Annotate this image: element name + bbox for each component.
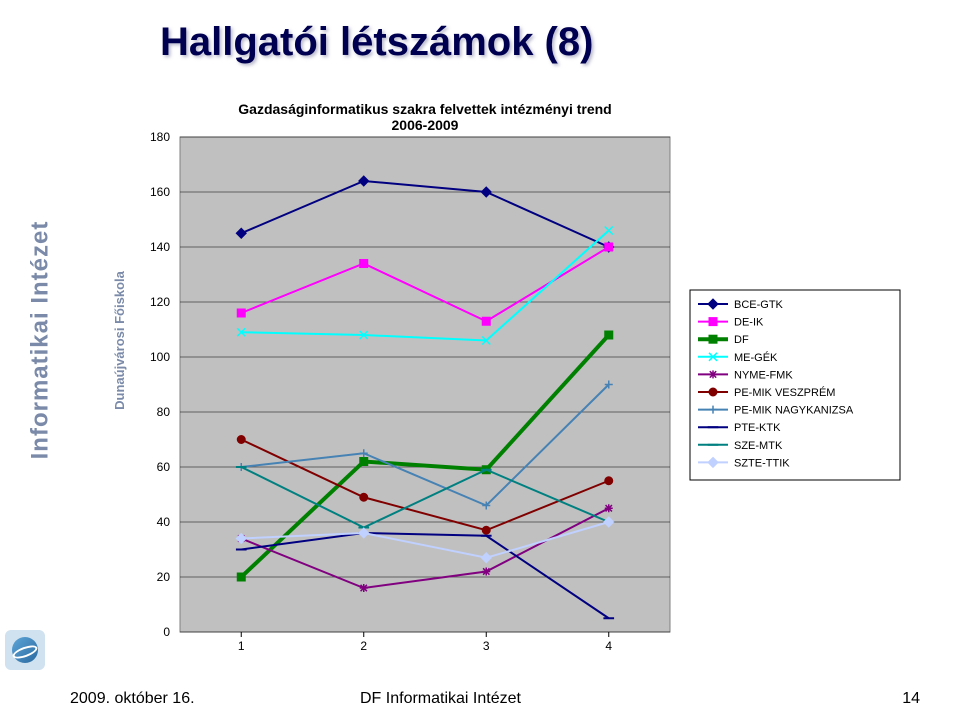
svg-text:SZTE-TTIK: SZTE-TTIK bbox=[734, 457, 790, 469]
svg-text:3: 3 bbox=[483, 639, 490, 653]
svg-text:160: 160 bbox=[150, 185, 170, 199]
svg-text:2006-2009: 2006-2009 bbox=[392, 117, 459, 133]
footer-page: 14 bbox=[902, 690, 920, 708]
svg-text:1: 1 bbox=[238, 639, 245, 653]
svg-text:DE-IK: DE-IK bbox=[734, 317, 764, 329]
svg-text:180: 180 bbox=[150, 130, 170, 144]
page-title: Hallgatói létszámok (8) bbox=[160, 20, 593, 65]
footer: 2009. október 16. DF Informatikai Intéze… bbox=[0, 682, 960, 718]
svg-text:4: 4 bbox=[605, 639, 612, 653]
svg-text:100: 100 bbox=[150, 350, 170, 364]
svg-text:40: 40 bbox=[157, 515, 171, 529]
svg-text:PE-MIK VESZPRÉM: PE-MIK VESZPRÉM bbox=[734, 386, 835, 399]
svg-text:120: 120 bbox=[150, 295, 170, 309]
svg-text:PTE-KTK: PTE-KTK bbox=[734, 422, 781, 434]
svg-text:BCE-GTK: BCE-GTK bbox=[734, 299, 784, 311]
svg-text:SZE-MTK: SZE-MTK bbox=[734, 440, 783, 452]
svg-text:20: 20 bbox=[157, 570, 171, 584]
svg-text:PE-MIK NAGYKANIZSA: PE-MIK NAGYKANIZSA bbox=[734, 405, 854, 417]
svg-text:60: 60 bbox=[157, 460, 171, 474]
svg-text:80: 80 bbox=[157, 405, 171, 419]
svg-text:140: 140 bbox=[150, 240, 170, 254]
svg-text:ME-GÉK: ME-GÉK bbox=[734, 351, 778, 364]
chart-svg: 0 20 40 60 80 100 120 140 160 180 1 2 3 4 Gazdaságinfo… bbox=[120, 100, 920, 660]
chart-container: 0 20 40 60 80 100 120 140 160 180 1 2 3 4 Gazdaságinfo… bbox=[120, 100, 920, 660]
logo-icon bbox=[5, 630, 45, 670]
svg-text:2: 2 bbox=[360, 639, 367, 653]
svg-text:0: 0 bbox=[163, 625, 170, 639]
svg-text:NYME-FMK: NYME-FMK bbox=[734, 369, 793, 381]
svg-text:DF: DF bbox=[734, 334, 749, 346]
footer-date: 2009. október 16. bbox=[70, 690, 195, 708]
svg-text:Gazdaságinformatikus szakra fe: Gazdaságinformatikus szakra felvettek in… bbox=[238, 101, 611, 117]
sidebar-title: Informatikai Intézet bbox=[26, 221, 54, 460]
sidebar: Informatikai Intézet Dunaújvárosi Főisko… bbox=[0, 0, 80, 680]
footer-center: DF Informatikai Intézet bbox=[360, 690, 521, 708]
